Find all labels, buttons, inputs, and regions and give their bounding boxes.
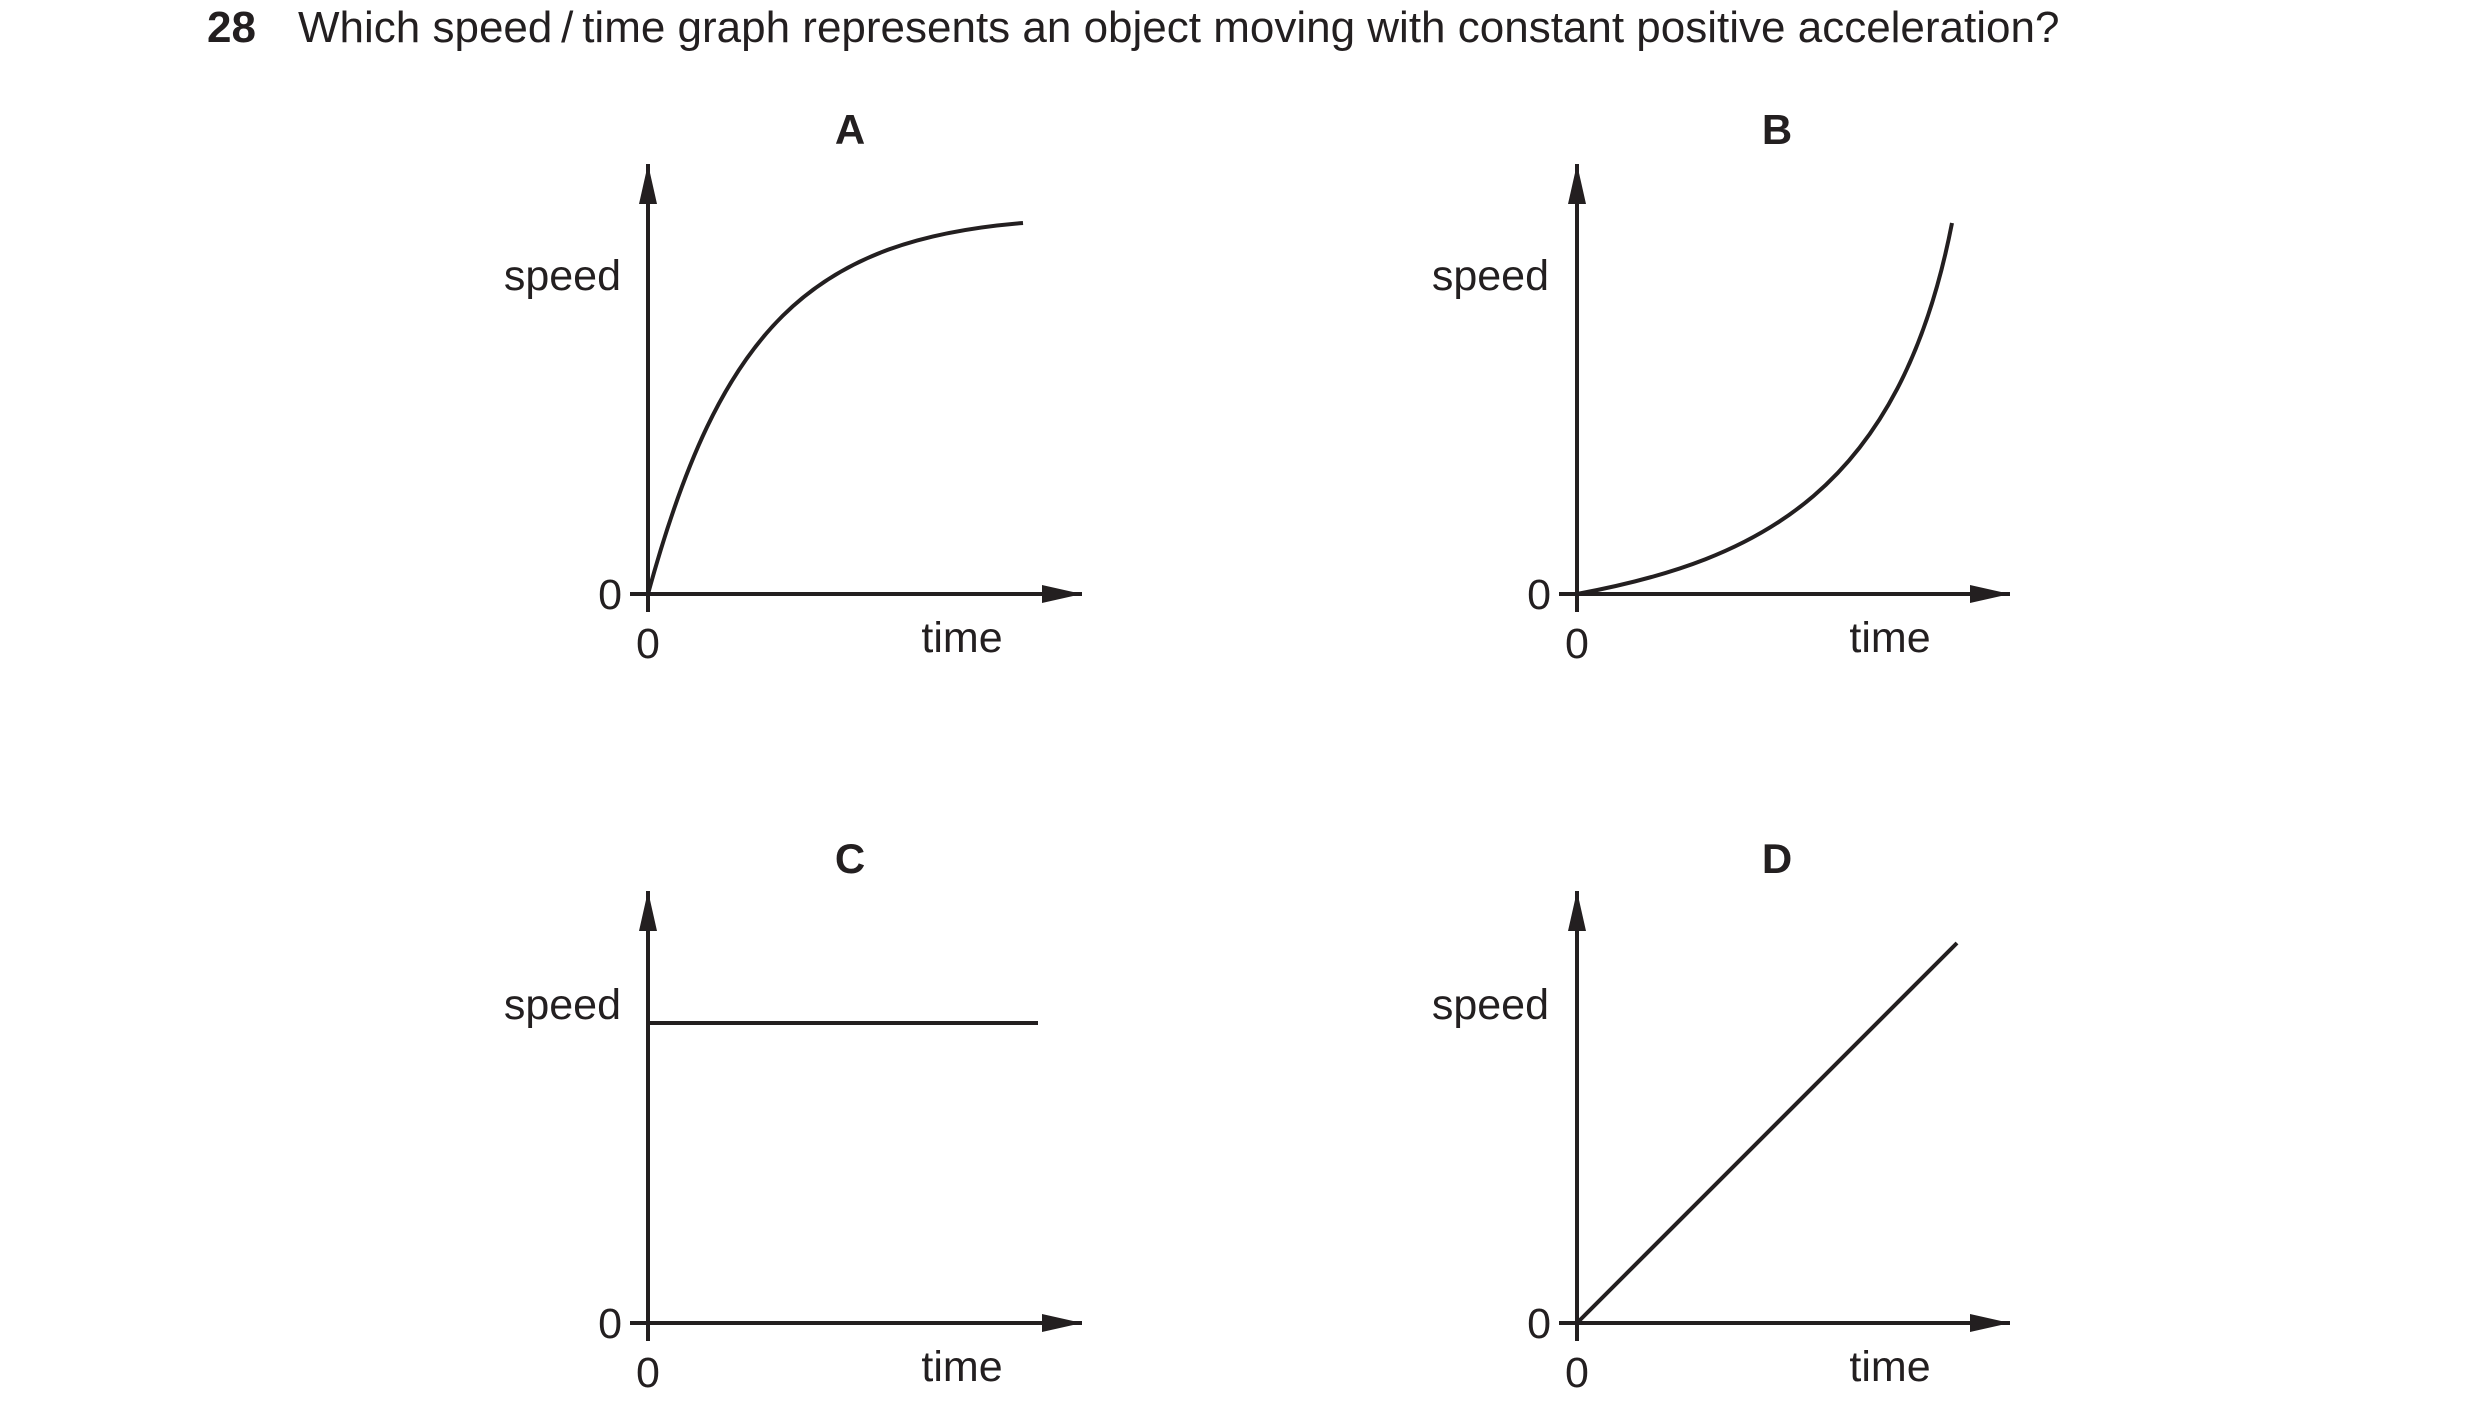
graph-d: D speed time 0 0 [1432,835,2010,1397]
graph-b-curve [1576,222,1954,596]
graph-b-ylabel: speed [1432,252,1549,300]
graph-a-x-origin-label: 0 [636,620,660,668]
graph-d-xlabel: time [1849,1343,1930,1391]
graph-b-x-origin-label: 0 [1565,620,1589,668]
question-text: Which speed / time graph represents an o… [298,3,2060,52]
graph-c-x-origin-label: 0 [636,1349,660,1397]
graph-b-label: B [1762,106,1792,153]
graph-a: A speed time 0 0 [504,106,1082,668]
graph-a-y-origin-label: 0 [598,571,622,619]
graph-b: B speed time 0 0 [1432,106,2010,668]
graph-a-ylabel: speed [504,252,621,300]
question-header: 28 Which speed / time graph represents a… [0,0,2480,80]
graph-a-label: A [835,106,865,153]
graph-b-y-origin-label: 0 [1527,571,1551,619]
graph-b-xlabel: time [1849,614,1930,662]
graph-a-curve [646,221,1024,595]
graph-c-y-origin-label: 0 [598,1300,622,1348]
graph-c-ylabel: speed [504,981,621,1029]
question-number: 28 [207,3,256,52]
graph-c: C speed time 0 0 [504,835,1082,1397]
graph-d-y-origin-label: 0 [1527,1300,1551,1348]
graph-d-x-origin-label: 0 [1565,1349,1589,1397]
graph-d-line [1575,941,1959,1325]
graph-c-label: C [835,835,865,882]
graph-d-ylabel: speed [1432,981,1549,1029]
graph-a-xlabel: time [921,614,1002,662]
graph-c-xlabel: time [921,1343,1002,1391]
graph-d-label: D [1762,835,1792,882]
